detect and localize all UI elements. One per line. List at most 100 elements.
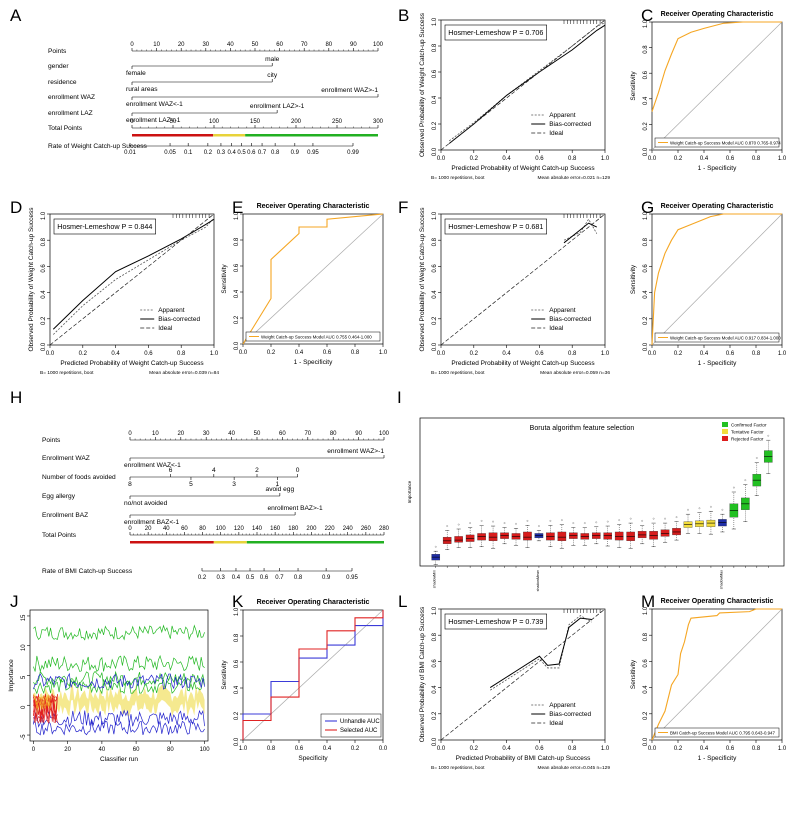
legend-label: Ideal: [158, 325, 173, 332]
nomogram-row-label: Rate of BMI Catch-up Success: [42, 568, 133, 575]
x-tick-label: 0.6: [726, 156, 735, 162]
box-rejected: [488, 532, 498, 541]
scale-tick-label: 200: [306, 526, 317, 532]
scale-tick-label: 0: [130, 119, 134, 125]
nomogram-row-label: gender: [48, 63, 69, 70]
legend-label: Confirmed Factor: [731, 423, 767, 428]
legend-box: [245, 331, 381, 342]
y-axis-label: Sensitivity: [630, 659, 637, 689]
probability-tick-label: 0.95: [346, 575, 358, 581]
x-tick-label: 0.6: [295, 746, 304, 752]
predictor-level-label: avoid egg: [266, 486, 295, 493]
risk-bar-yellow: [213, 134, 246, 137]
predictor-level-label: 0: [296, 467, 300, 474]
nomogram-row-label: enrollment WAZ: [48, 94, 95, 101]
panel-a: Points 0 10 20 30 40 50 60 70 80 90 100 gender male fe…: [48, 42, 384, 156]
outlier-point: [641, 520, 643, 522]
y-tick-label: 0.8: [432, 43, 438, 52]
x-axis-label: Specificity: [298, 755, 328, 762]
scale-tick-label: 0: [128, 431, 132, 437]
roc-curve: [242, 610, 384, 740]
y-axis-label: Observed Probability of Weight Catch-up …: [419, 12, 426, 157]
x-tick-label: 0.2: [674, 156, 683, 162]
probability-tick-label: 0.3: [216, 575, 225, 581]
x-tick-label: 100: [200, 747, 211, 753]
legend-label: Apparent: [549, 702, 576, 709]
y-tick-label: 1.0: [234, 607, 240, 616]
y-tick-label: 0.0: [643, 147, 649, 156]
outlier-point: [744, 479, 747, 482]
y-tick-label: 0.4: [234, 685, 240, 694]
footer-left: B= 1000 repetitions, boot: [431, 175, 485, 181]
box-rejected: [637, 531, 647, 539]
probability-tick-label: 0.01: [124, 150, 136, 156]
scale-tick-label: 160: [270, 526, 281, 532]
legend-label: Ideal: [549, 130, 564, 137]
scale-tick-label: 30: [203, 431, 210, 437]
footer-right: Mean absolute error=0.021 n=129: [537, 175, 610, 181]
plot-frame: [651, 21, 783, 151]
probability-tick-label: 0.3: [217, 150, 226, 156]
box-rejected: [660, 529, 670, 537]
footer-right: Mean absolute error=0.039 n=84: [149, 370, 219, 376]
box-rejected: [614, 531, 624, 541]
x-tick-label: 0.8: [568, 351, 577, 357]
legend-box: [654, 332, 780, 343]
roc-curve: [242, 610, 384, 740]
x-tick-label: 0.0: [437, 746, 446, 752]
outlier-point: [629, 517, 632, 520]
legend-label: Bias-corrected: [549, 711, 591, 718]
y-tick-label: 1.0: [41, 211, 47, 220]
x-tick-label: 0.6: [144, 351, 153, 357]
y-tick-label: 0.4: [643, 96, 649, 105]
legend-label: Weight Catch-up Success Model AUC 0.755 …: [261, 334, 372, 339]
x-tick-label: 0.2: [674, 746, 683, 752]
y-axis-label: Sensitivity: [630, 264, 637, 294]
scale-tick-label: 20: [145, 526, 152, 532]
probability-tick-label: 0.7: [258, 150, 267, 156]
legend-label: Apparent: [549, 112, 576, 119]
x-tick-label: 0.8: [177, 351, 186, 357]
x-tick-label: 0.0: [437, 156, 446, 162]
panel-k: 1.0 0.8 0.6 0.4 0.2 0.0 0.0 0.2 0.4 0.6 0.8 1.0 Spec…: [221, 599, 388, 762]
predictor-level-label: enrollment BAZ>-1: [268, 505, 323, 512]
probability-tick-label: 0.4: [227, 150, 236, 156]
y-tick-label: 0.8: [643, 237, 649, 246]
footer-left: B= 1000 repetitions, boot: [431, 765, 485, 771]
panel-d: 0.0 0.2 0.4 0.6 0.8 1.0 0.0 0.2 0.4 0.6 0.8 1.0 Pred…: [28, 207, 219, 376]
probability-tick-label: 0.6: [260, 575, 269, 581]
predictor-level-label: enrollment LAZ>-1: [250, 103, 305, 110]
nomogram-row-label: Egg allergy: [42, 493, 76, 500]
x-tick-label: 0.2: [470, 156, 479, 162]
scale-tick-label: 140: [252, 526, 263, 532]
footer-left: B= 1000 repetitions, boot: [431, 370, 485, 376]
legend-label: Bias-corrected: [158, 316, 200, 323]
y-tick-label: 0.0: [643, 737, 649, 746]
x-tick-label: 0.4: [323, 746, 332, 752]
legend-swatch: [722, 422, 728, 427]
y-tick-label: 0.2: [432, 316, 438, 325]
chance-diagonal: [651, 608, 783, 741]
box-rejected: [442, 536, 452, 544]
probability-tick-label: 0.2: [198, 575, 207, 581]
y-tick-label: 15: [21, 614, 27, 621]
x-axis-label: Predicted Probability of BMI Catch-up Su…: [456, 755, 592, 762]
nomogram-row-label: Enrollment WAZ: [42, 455, 90, 462]
box-tentative: [706, 519, 716, 527]
nomogram-row-label: Number of foods avoided: [42, 474, 116, 481]
scale-tick-label: 50: [170, 119, 177, 125]
probability-tick-label: 0.9: [291, 150, 300, 156]
outlier-point: [503, 522, 506, 524]
y-tick-label: 0.6: [643, 659, 649, 668]
x-axis-label: Predicted Probability of Weight Catch-up…: [451, 165, 595, 172]
panel-letter-i: I: [397, 388, 402, 407]
panel-g: 0.0 0.2 0.4 0.6 0.8 1.0 0.0 0.2 0.4 0.6 0.8 1.0 1 - …: [630, 203, 787, 367]
x-tick-label: 0.0: [648, 156, 657, 162]
outlier-point: [434, 545, 437, 548]
x-tick-label: 0.6: [726, 351, 735, 357]
box-rejected: [465, 534, 475, 542]
predictor-level-label: no/not avoided: [124, 500, 168, 507]
roc-title: Receiver Operating Characteristic: [661, 598, 774, 605]
footer-left: B= 1000 repetitions, boot: [40, 370, 94, 376]
hosmer-lemeshow-title: Hosmer-Lemeshow P = 0.844: [57, 222, 152, 231]
